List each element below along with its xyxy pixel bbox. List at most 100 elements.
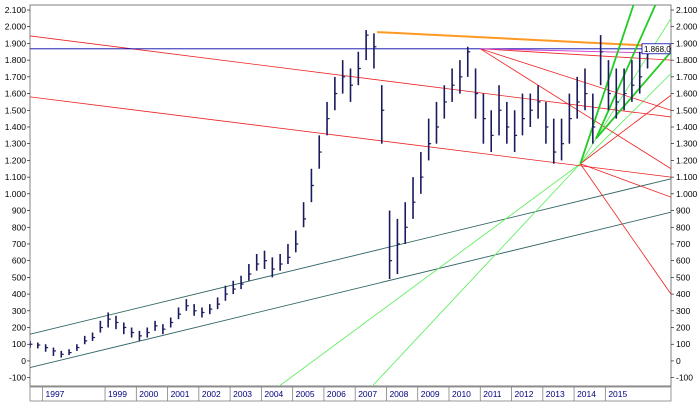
y-tick-label-right: 700: [676, 239, 690, 249]
plot-area: [29, 4, 672, 387]
y-tick-label-right: -100: [676, 373, 693, 383]
ohlc-bar: [357, 51, 361, 86]
y-tick-label-right: 1.500: [676, 105, 698, 115]
ohlc-bar: [568, 93, 572, 144]
red-trendline: [580, 163, 671, 198]
ohlc-bar: [545, 101, 549, 144]
last-price-label: 1.868,0: [644, 45, 671, 54]
ohlc-bar: [52, 347, 56, 356]
ohlc-bar: [146, 327, 150, 338]
y-tick-label-left: 100: [12, 339, 26, 349]
x-tick-label: 2001: [171, 389, 190, 399]
x-tick-label: 1999: [108, 389, 127, 399]
ohlc-bar: [623, 68, 627, 111]
y-tick-label-left: 0: [21, 356, 26, 366]
y-tick-label-right: 800: [676, 222, 690, 232]
ohlc-bar: [68, 349, 72, 356]
ohlc-bar: [631, 60, 635, 102]
ohlc-bar: [552, 118, 557, 164]
ohlc-bar: [482, 93, 486, 144]
y-tick-label-left: 2.100: [5, 5, 27, 15]
red-trendline: [30, 96, 671, 178]
y-tick-label-right: 1.600: [676, 89, 698, 99]
y-tick-label-left: 1.500: [5, 105, 27, 115]
ohlc-bar: [341, 60, 346, 94]
x-tick-label: 2000: [139, 389, 158, 399]
x-axis: 1997 1999 2000 2001 2002 2003 2004 2005 2006 2007…: [29, 386, 672, 402]
price-bars: [30, 30, 651, 358]
ohlc-bar: [302, 202, 307, 228]
ohlc-bar: [373, 33, 377, 69]
x-tick-label: 2009: [421, 389, 440, 399]
y-tick-label-left: 300: [12, 306, 26, 316]
ohlc-bar: [115, 315, 119, 330]
bright-green-fan-line: [595, 5, 657, 140]
x-tick-label: 2002: [202, 389, 221, 399]
ohlc-bar: [388, 210, 393, 280]
ohlc-bar: [349, 68, 353, 102]
orange-trendline: [377, 31, 671, 48]
bright-green-fan-line: [595, 51, 671, 140]
ohlc-bar: [287, 243, 291, 265]
ohlc-bar: [513, 110, 518, 153]
ohlc-bar: [216, 297, 221, 310]
y-tick-label-right: 300: [676, 306, 690, 316]
light-green-fan-line: [580, 73, 671, 165]
y-tick-label-left: 1.300: [5, 139, 27, 149]
ohlc-bar: [76, 344, 80, 351]
ohlc-bar: [279, 253, 283, 271]
ohlc-bar: [490, 110, 494, 153]
x-tick-label: 2005: [296, 389, 315, 399]
y-tick-label-left: 1.700: [5, 72, 27, 82]
y-tick-label-right: 1.700: [676, 72, 698, 82]
ohlc-bar: [60, 350, 64, 358]
x-tick-label: 1997: [46, 389, 65, 399]
ohlc-bar: [37, 342, 41, 349]
y-tick-label-right: 2.000: [676, 22, 698, 32]
x-tick-label: 2006: [327, 389, 346, 399]
ohlc-bar: [177, 307, 182, 320]
ohlc-bar: [232, 280, 236, 295]
last-price-box: [641, 43, 671, 55]
y-tick-label-right: 100: [676, 339, 690, 349]
y-tick-label-left: -100: [9, 373, 26, 383]
y-tick-label-left: 400: [12, 289, 26, 299]
ohlc-bar: [310, 168, 314, 203]
light-green-fan-line: [371, 163, 581, 386]
x-tick-label: 2004: [264, 389, 283, 399]
ohlc-bar: [169, 317, 174, 328]
ohlc-bar: [83, 335, 88, 345]
ohlc-bar: [396, 218, 400, 275]
ohlc-bar: [420, 152, 424, 194]
ohlc-bar: [294, 230, 299, 253]
ohlc-bar: [185, 299, 189, 311]
ohlc-bar: [318, 135, 322, 169]
x-axis-strip: [29, 386, 672, 402]
ohlc-bar: [435, 101, 439, 144]
ohlc-bar: [529, 93, 533, 127]
y-tick-label-right: 1.900: [676, 38, 698, 48]
ohlc-bar: [474, 68, 479, 119]
y-tick-label-left: 200: [12, 323, 26, 333]
x-tick-label: 2015: [608, 389, 627, 399]
y-tick-label-left: 800: [12, 222, 26, 232]
y-tick-label-left: 1.800: [5, 55, 27, 65]
ohlc-bar: [365, 30, 369, 61]
y-tick-label-right: 1.200: [676, 155, 698, 165]
ohlc-bar: [91, 332, 96, 341]
ohlc-bar: [326, 101, 330, 136]
y-tick-label-right: 1.300: [676, 139, 698, 149]
ohlc-bar: [607, 60, 611, 111]
ohlc-bar: [130, 327, 135, 338]
y-tick-label-right: 900: [676, 206, 690, 216]
x-tick-label: 2014: [577, 389, 596, 399]
red-trendline: [480, 48, 671, 170]
ohlc-bar: [248, 264, 252, 281]
ohlc-bar: [521, 93, 525, 136]
ohlc-bar: [638, 51, 643, 94]
ohlc-bar: [380, 85, 385, 144]
x-tick-label: 2012: [515, 389, 534, 399]
ohlc-bar: [162, 324, 166, 335]
y-tick-label-right: 1.800: [676, 55, 698, 65]
